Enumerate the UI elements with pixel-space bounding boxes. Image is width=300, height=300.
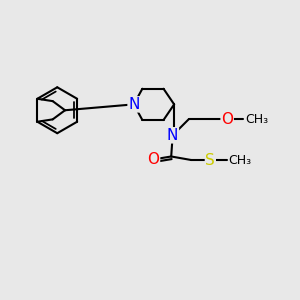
Text: O: O xyxy=(148,152,160,167)
Text: N: N xyxy=(128,97,140,112)
Text: S: S xyxy=(206,152,215,167)
Text: O: O xyxy=(221,112,233,127)
Text: CH₃: CH₃ xyxy=(228,154,251,166)
Text: N: N xyxy=(167,128,178,143)
Text: CH₃: CH₃ xyxy=(245,112,268,126)
